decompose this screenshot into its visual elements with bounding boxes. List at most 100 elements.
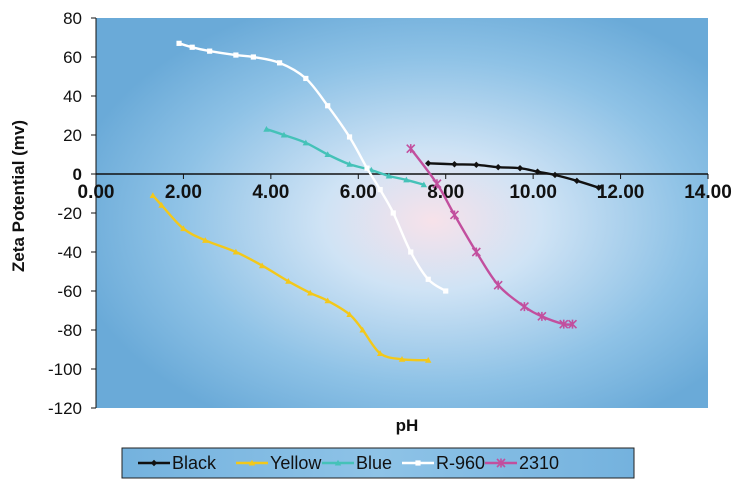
data-point-r-960 [408,249,414,255]
data-point-yellow [202,237,209,243]
x-tick-label: 6.00 [340,182,377,203]
data-point-yellow [285,278,292,284]
series-2310 [406,144,578,329]
x-axis-title: pH [396,416,419,435]
legend-item-yellow: Yellow [236,453,322,473]
data-point-black [494,163,502,171]
data-point-2310 [559,319,569,329]
x-axis: 0.00 2.00 4.00 6.00 8.00 10.00 12.00 14.00 [78,173,732,203]
data-point-2310 [432,179,442,189]
y-tick-label: -20 [57,204,82,223]
x-tick-label: 12.00 [597,182,645,203]
data-point-2310 [471,247,481,257]
data-point-r-960 [189,44,195,50]
data-point-r-960 [390,210,396,216]
legend-label-2310: 2310 [519,453,559,473]
legend-marker-black [150,459,158,467]
series-black [425,160,602,191]
legend: Black Yellow Blue R-960 2310 [121,447,635,479]
data-point-r-960 [277,60,283,66]
legend-box [121,447,635,479]
data-point-black [573,177,581,185]
data-point-yellow [307,289,314,296]
data-point-r-960 [364,165,370,171]
series-yellow [149,192,432,363]
data-point-2310 [567,319,578,329]
data-point-yellow [258,262,266,269]
x-tick-label: 2.00 [165,182,202,203]
data-point-blue [346,161,353,167]
y-axis-title: Zeta Potential (mv) [9,120,28,272]
legend-marker-r-960 [415,460,421,466]
y-tick-label: -60 [57,282,82,301]
legend-label-r-960: R-960 [436,453,485,473]
y-tick-label: -80 [57,321,82,340]
data-point-black [451,161,458,168]
data-point-yellow [398,356,406,362]
data-point-yellow [158,202,165,208]
data-point-black [595,184,602,191]
data-point-blue [420,181,428,188]
series-lines [149,40,602,363]
data-point-blue [280,131,288,138]
plot-area [96,18,708,408]
data-point-yellow [232,248,240,255]
legend-item-blue: Blue [322,453,392,473]
data-point-blue [302,139,310,146]
series-r-960 [176,40,449,294]
data-point-yellow [180,225,187,232]
y-tick-label: 20 [63,126,82,145]
data-point-2310 [449,210,460,220]
data-point-2310 [537,311,547,321]
x-tick-label: 4.00 [252,182,289,203]
legend-item-2310: 2310 [485,453,559,473]
data-point-yellow [359,326,366,333]
legend-item-black: Black [138,453,217,473]
data-point-r-960 [176,40,182,46]
data-point-yellow [324,297,331,304]
legend-label-yellow: Yellow [270,453,322,473]
data-point-2310 [519,302,529,312]
legend-marker-yellow [248,459,256,466]
data-point-2310 [406,144,416,154]
data-point-yellow [346,311,353,317]
data-point-r-960 [233,52,239,58]
data-point-blue [263,125,270,132]
data-point-r-960 [325,103,331,109]
legend-item-r-960: R-960 [402,453,485,473]
x-tick-label: 14.00 [684,182,732,203]
data-point-blue [403,176,410,183]
y-tick-label: -100 [48,360,82,379]
y-tick-label: -120 [48,399,82,418]
y-tick-label: -40 [57,243,82,262]
data-point-black [425,160,432,167]
y-axis: 80 60 40 20 0 -20 -40 -60 -80 -100 -120 [48,9,97,418]
x-tick-label: 10.00 [509,182,557,203]
data-point-black [551,171,559,179]
data-point-yellow [376,350,384,356]
y-tick-label: 0 [73,165,82,184]
y-tick-label: 80 [63,9,82,28]
y-tick-label: 40 [63,87,82,106]
y-tick-label: 60 [63,48,82,67]
data-point-r-960 [303,75,309,82]
legend-label-blue: Blue [356,453,392,473]
legend-marker-blue [334,459,342,466]
data-point-blue [324,151,331,158]
data-point-r-960 [377,187,383,193]
data-point-blue [385,172,393,179]
data-point-yellow [425,357,432,363]
data-point-r-960 [346,134,353,140]
x-tick-label: 0.00 [78,182,115,203]
data-point-r-960 [425,276,431,282]
data-point-r-960 [443,288,449,294]
data-point-r-960 [207,48,213,54]
data-point-black [473,161,480,169]
series-blue [263,125,428,188]
data-point-black [534,168,541,175]
legend-marker-2310 [496,458,506,468]
data-point-black [516,164,524,172]
legend-label-black: Black [172,453,217,473]
data-point-yellow [149,192,157,199]
